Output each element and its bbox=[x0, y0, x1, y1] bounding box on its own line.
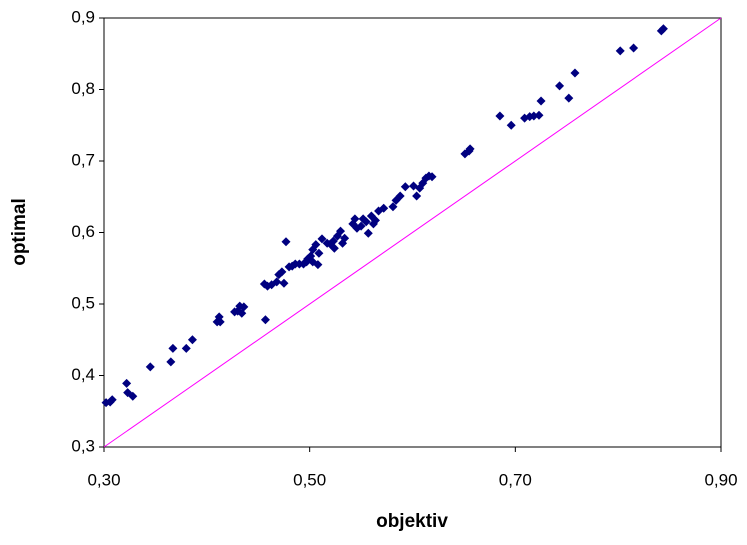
y-tick-label: 0,6 bbox=[71, 222, 95, 241]
y-tick-label: 0,3 bbox=[71, 436, 95, 455]
point bbox=[128, 391, 138, 401]
y-tick-label: 0,7 bbox=[71, 150, 95, 169]
point bbox=[570, 68, 580, 78]
point bbox=[314, 248, 324, 258]
point bbox=[379, 203, 389, 213]
point bbox=[363, 228, 373, 238]
point bbox=[350, 214, 360, 224]
reference-line bbox=[103, 17, 722, 448]
y-tick-label: 0,5 bbox=[71, 293, 95, 312]
point bbox=[317, 234, 327, 244]
x-tick-label: 0,50 bbox=[293, 470, 326, 489]
point bbox=[506, 120, 516, 130]
point bbox=[311, 240, 321, 250]
x-tick-label: 0,30 bbox=[87, 470, 120, 489]
y-axis-title: optimal bbox=[9, 198, 30, 266]
point bbox=[272, 277, 282, 287]
point bbox=[168, 343, 178, 353]
point bbox=[313, 260, 323, 270]
point bbox=[356, 221, 366, 231]
point bbox=[166, 357, 176, 367]
point bbox=[328, 236, 338, 246]
point bbox=[123, 388, 133, 398]
point bbox=[555, 81, 565, 91]
point bbox=[400, 182, 410, 192]
point bbox=[427, 172, 437, 182]
point bbox=[361, 217, 371, 227]
point bbox=[145, 362, 155, 372]
point bbox=[340, 233, 350, 243]
point bbox=[277, 267, 287, 277]
point bbox=[329, 243, 339, 253]
point bbox=[495, 111, 505, 121]
point bbox=[239, 302, 249, 312]
x-axis-title: objektiv bbox=[376, 511, 448, 532]
point bbox=[279, 278, 289, 288]
point bbox=[260, 315, 270, 325]
point bbox=[107, 395, 117, 405]
y-tick-label: 0,4 bbox=[71, 365, 95, 384]
point bbox=[534, 110, 544, 120]
point bbox=[181, 343, 191, 353]
point bbox=[615, 46, 625, 56]
x-tick-label: 0,70 bbox=[499, 470, 532, 489]
point bbox=[465, 144, 475, 154]
point bbox=[395, 191, 405, 201]
point bbox=[122, 378, 132, 388]
point bbox=[564, 93, 574, 103]
point bbox=[187, 335, 197, 345]
point bbox=[412, 191, 422, 201]
x-tick-label: 0,90 bbox=[704, 470, 737, 489]
point bbox=[370, 215, 380, 225]
point bbox=[536, 96, 546, 106]
point bbox=[336, 226, 346, 236]
point bbox=[215, 317, 225, 327]
point bbox=[388, 202, 398, 212]
point bbox=[629, 43, 639, 53]
y-tick-label: 0,9 bbox=[71, 7, 95, 26]
point bbox=[281, 237, 291, 247]
y-tick-label: 0,8 bbox=[71, 79, 95, 98]
point bbox=[658, 24, 668, 34]
